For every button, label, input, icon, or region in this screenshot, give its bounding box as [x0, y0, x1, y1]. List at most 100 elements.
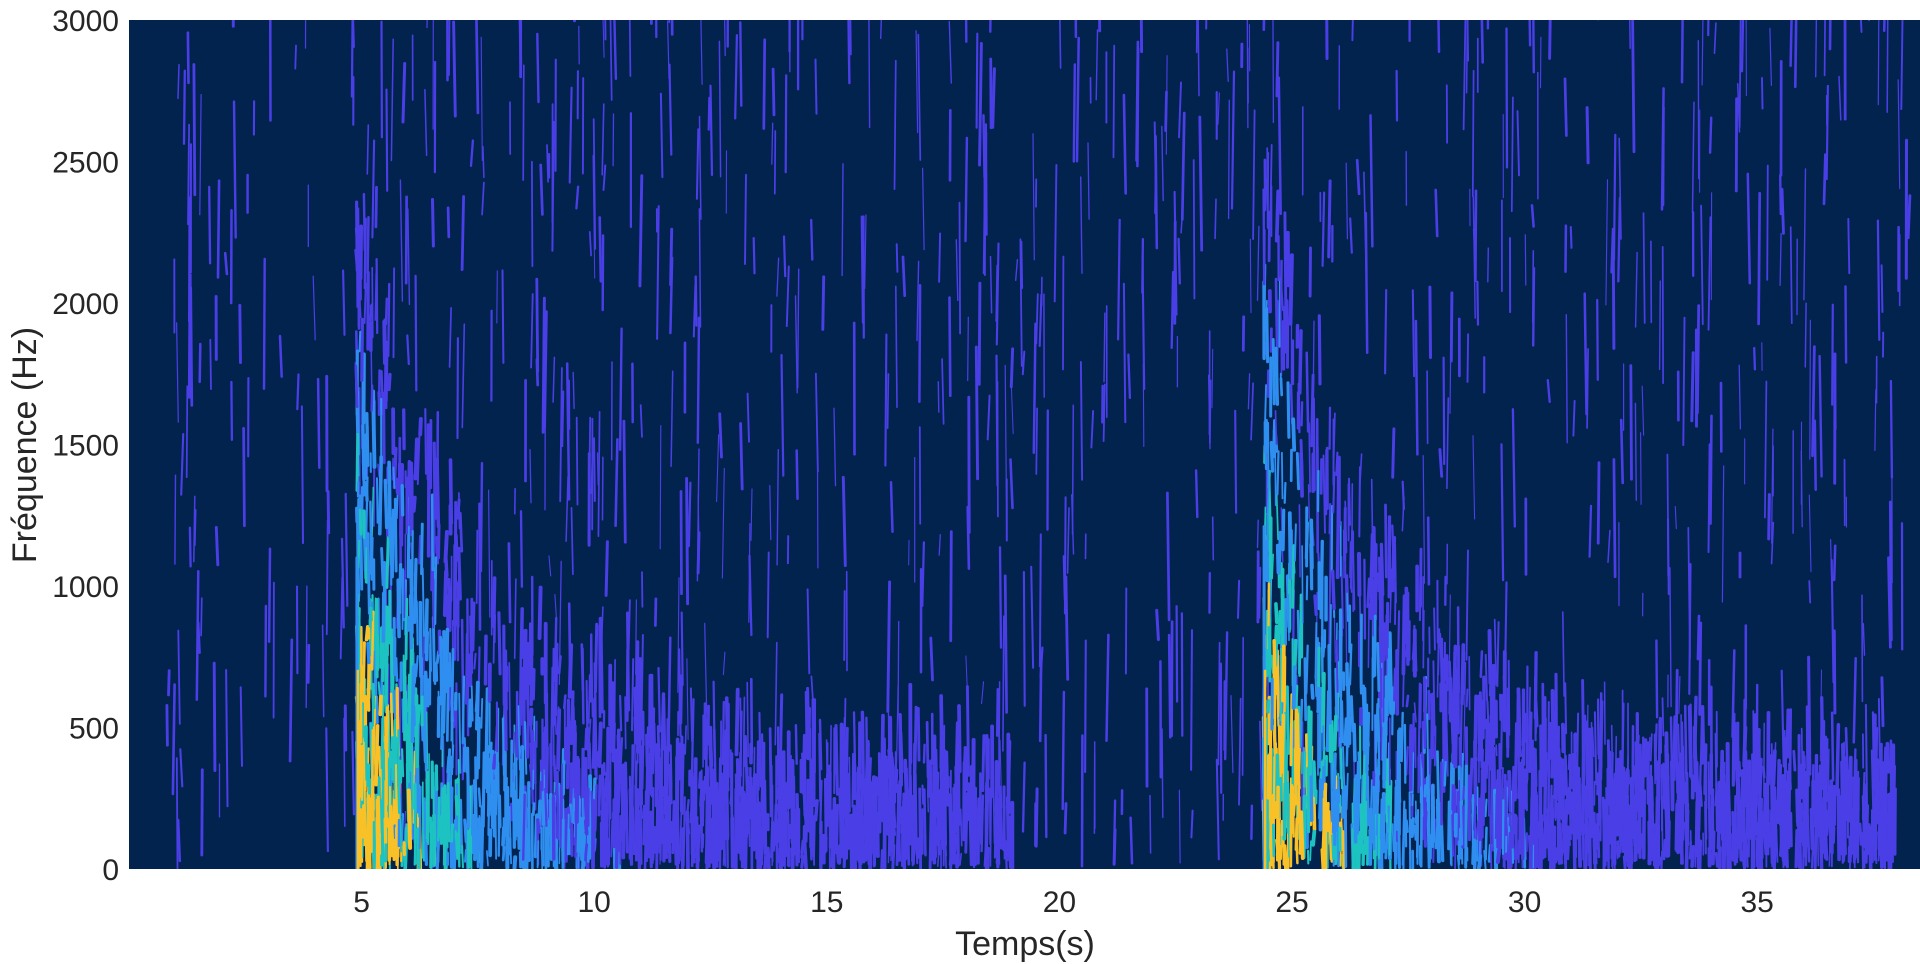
event-streak — [508, 662, 512, 739]
event-streak — [378, 694, 383, 717]
noise-streak — [1900, 20, 1904, 111]
event-streak — [383, 478, 389, 530]
event-streak — [355, 433, 360, 492]
x-tick-label: 15 — [810, 886, 843, 919]
noise-streak — [1192, 159, 1196, 300]
event-streak — [369, 500, 373, 581]
noise-streak — [481, 181, 485, 216]
event-streak — [361, 641, 366, 703]
noise-streak — [1038, 533, 1042, 668]
noise-streak — [668, 63, 673, 156]
y-tick-label: 500 — [69, 713, 119, 746]
event-streak — [777, 772, 780, 800]
event-streak — [628, 789, 632, 860]
x-tick-label: 10 — [578, 886, 611, 919]
event-streak — [949, 810, 954, 850]
noise-streak — [1103, 312, 1106, 383]
event-streak — [1422, 609, 1425, 669]
noise-streak — [197, 621, 201, 654]
event-streak — [693, 773, 698, 823]
event-streak — [1286, 381, 1291, 439]
noise-streak — [948, 296, 952, 398]
event-streak — [673, 821, 677, 866]
event-streak — [706, 704, 710, 746]
event-streak — [721, 700, 725, 766]
noise-streak — [401, 62, 407, 124]
event-streak — [647, 752, 651, 810]
noise-streak — [519, 510, 524, 588]
noise-streak — [1688, 562, 1692, 695]
noise-streak — [696, 316, 701, 444]
noise-streak — [200, 768, 204, 857]
event-streak — [1660, 850, 1664, 869]
event-streak — [1697, 839, 1703, 869]
event-streak — [389, 692, 394, 738]
noise-streak — [1422, 455, 1426, 584]
noise-streak — [1035, 407, 1038, 475]
noise-streak — [1165, 55, 1168, 155]
event-streak — [447, 687, 452, 712]
event-streak — [1534, 836, 1538, 869]
event-streak — [1342, 746, 1346, 793]
noise-streak — [1487, 247, 1490, 283]
event-streak — [360, 317, 364, 382]
event-streak — [1672, 715, 1677, 782]
event-streak — [834, 724, 839, 796]
event-streak — [1674, 668, 1679, 747]
noise-streak — [522, 64, 525, 181]
event-streak — [1703, 743, 1708, 796]
event-streak — [1341, 786, 1345, 819]
noise-streak — [1004, 364, 1008, 500]
noise-streak — [1063, 802, 1068, 835]
event-streak — [370, 728, 375, 801]
y-tick-label: 2500 — [52, 147, 119, 180]
noise-streak — [199, 93, 202, 216]
event-streak — [567, 803, 572, 856]
noise-streak — [1789, 226, 1793, 325]
event-streak — [359, 300, 362, 319]
event-streak — [757, 828, 763, 863]
noise-streak — [587, 674, 591, 724]
event-streak — [1423, 678, 1427, 713]
noise-streak — [1808, 580, 1812, 604]
noise-streak — [841, 475, 847, 568]
event-streak — [1874, 756, 1878, 805]
noise-streak — [700, 20, 703, 85]
event-streak — [900, 731, 904, 774]
event-streak — [1408, 791, 1412, 869]
noise-streak — [1072, 63, 1077, 163]
event-streak — [1333, 805, 1337, 847]
x-tick-label: 5 — [353, 886, 370, 919]
event-streak — [943, 826, 948, 857]
event-streak — [598, 616, 604, 695]
event-streak — [639, 790, 643, 865]
noise-streak — [1612, 133, 1617, 261]
noise-streak — [192, 63, 197, 197]
noise-streak — [1252, 109, 1256, 241]
event-streak — [1615, 757, 1620, 837]
event-streak — [1547, 772, 1551, 834]
event-streak — [1287, 593, 1290, 642]
event-streak — [631, 658, 635, 732]
event-streak — [443, 530, 449, 564]
event-streak — [1345, 772, 1349, 811]
noise-streak — [1634, 402, 1638, 501]
noise-streak — [1079, 360, 1084, 481]
event-streak — [948, 847, 955, 867]
noise-streak — [1546, 378, 1551, 404]
event-streak — [554, 642, 559, 717]
noise-streak — [171, 683, 176, 796]
noise-streak — [1230, 70, 1236, 210]
event-streak — [370, 610, 375, 671]
event-streak — [1291, 417, 1297, 452]
event-streak — [861, 825, 865, 863]
event-streak — [463, 737, 468, 773]
event-streak — [848, 756, 851, 813]
event-streak — [600, 809, 606, 854]
event-streak — [1331, 834, 1336, 860]
event-streak — [739, 710, 743, 767]
event-streak — [366, 215, 370, 275]
event-streak — [1272, 428, 1279, 453]
noise-streak — [1532, 250, 1535, 324]
event-streak — [470, 685, 474, 722]
